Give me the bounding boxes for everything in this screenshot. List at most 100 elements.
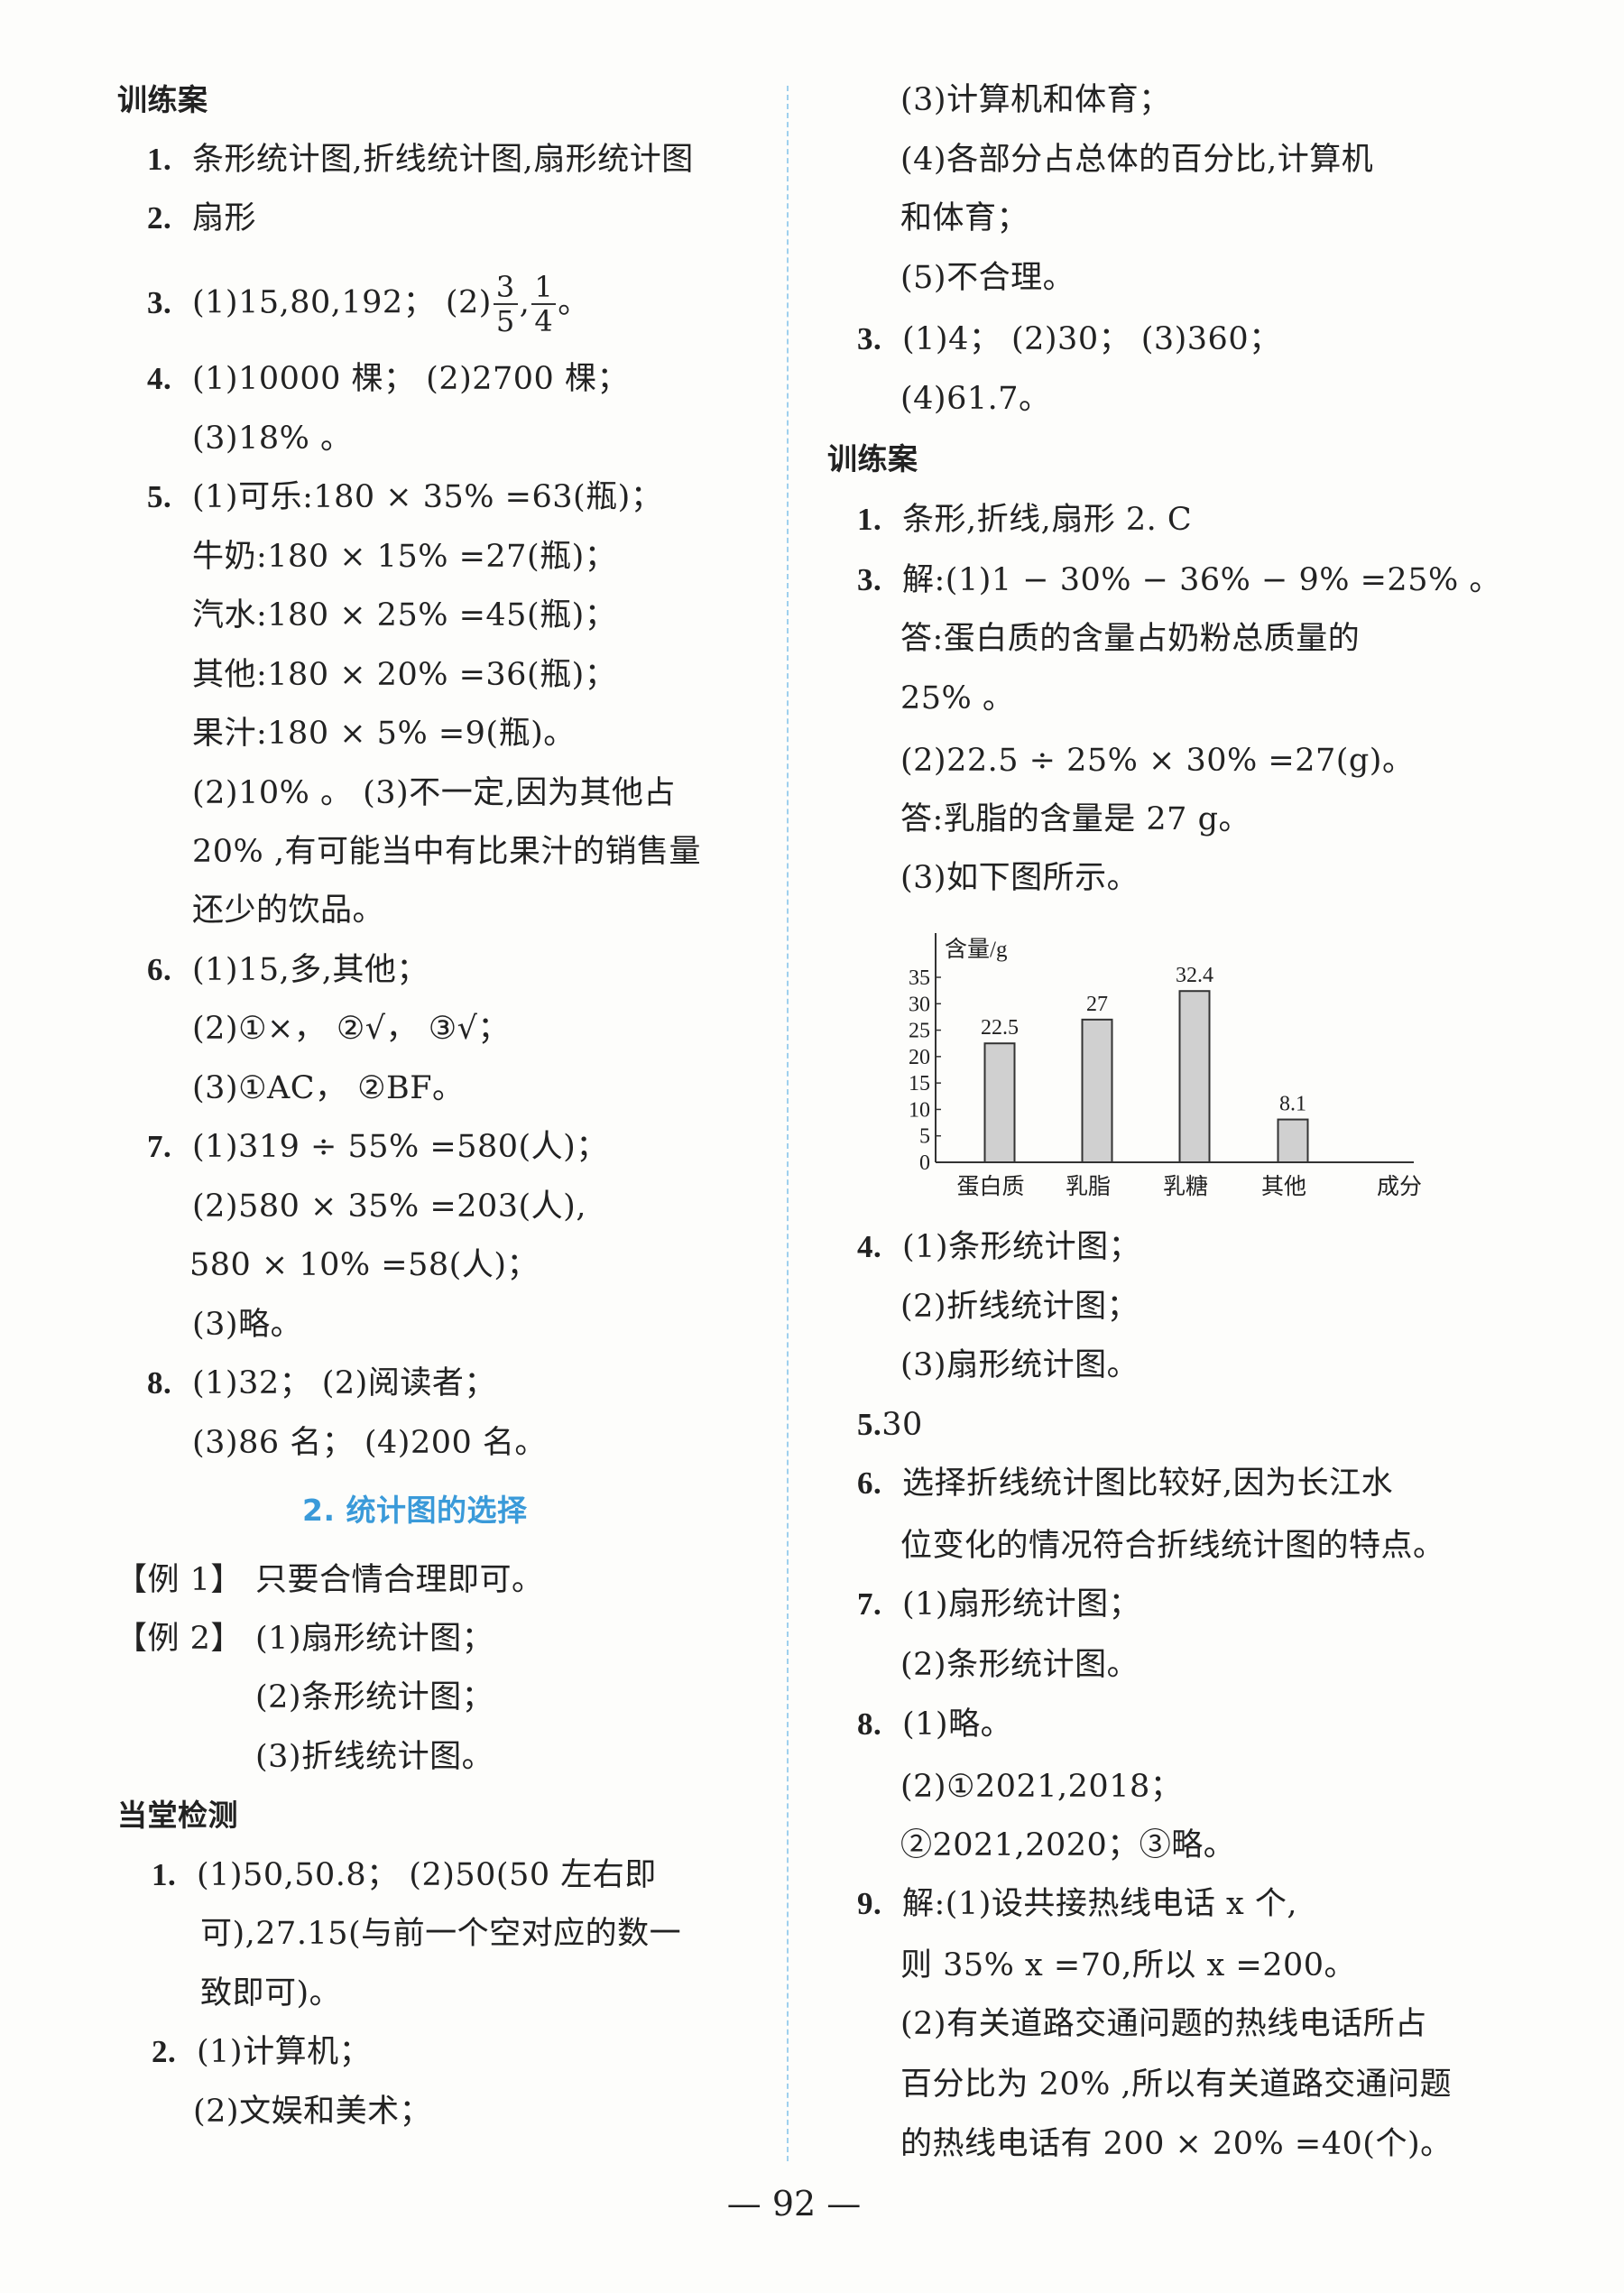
answer-item: 5.30 (857, 1402, 923, 1447)
item-number: 1. (152, 1857, 177, 1892)
answer-line: 百分比为 20% ,所以有关道路交通问题 (900, 2066, 1453, 2103)
answer-item: 3. (1)4； (2)30； (3)360； (857, 317, 1281, 362)
y-tick-label: 20 (909, 1046, 930, 1069)
answer-item: 3. 解:(1)1 − 30% − 36% − 9% =25% 。 (857, 558, 1501, 603)
answer-line: (4)61.7。 (900, 381, 1051, 417)
bar (1277, 1118, 1309, 1163)
item-number: 2. (152, 2034, 177, 2069)
example-label: 【例 2】 (115, 1621, 243, 1657)
item-text: 解:(1)1 − 30% − 36% − 9% =25% 。 (902, 562, 1501, 598)
answer-line: 位变化的情况符合折线统计图的特点。 (900, 1528, 1445, 1564)
answer-line: 果汁:180 × 5% =9(瓶)。 (192, 716, 576, 752)
answer-line: 则 35% x =70,所以 x =200。 (900, 1947, 1357, 1983)
answer-line: 其他:180 × 20% =36(瓶)； (192, 657, 617, 693)
answer-line: (2)条形统计图； (255, 1679, 494, 1715)
answer-item: 8. (1)32； (2)阅读者； (147, 1361, 496, 1406)
answer-item: 1. 条形,折线,扇形 2. C (857, 497, 1192, 542)
bar (1178, 990, 1211, 1163)
item-number: 3. (147, 284, 172, 320)
x-category-label: 乳脂 (1066, 1174, 1111, 1199)
answer-item: 7. (1)319 ÷ 55% =580(人)； (147, 1124, 608, 1170)
bar-value-label: 22.5 (981, 1016, 1019, 1040)
answer-line: (2)580 × 35% =203(人), (192, 1188, 586, 1225)
item-text: (1)15,80,192； (2) (192, 284, 492, 321)
example-text: (1)扇形统计图； (255, 1621, 494, 1657)
x-category-label: 其他 (1261, 1174, 1306, 1199)
denominator: 5 (495, 304, 515, 338)
item-number: 5. (857, 1407, 882, 1442)
item-number: 2. (147, 200, 172, 236)
answer-line: 可),27.15(与前一个空对应的数一 (200, 1916, 682, 1952)
section-title: 2. 统计图的选择 (302, 1493, 528, 1528)
answer-line: 的热线电话有 200 × 20% =40(个)。 (900, 2126, 1453, 2162)
answer-line: (4)各部分占总体的百分比,计算机 (900, 142, 1374, 178)
example-label: 【例 1】 (115, 1562, 243, 1598)
y-tick-label: 0 (919, 1151, 930, 1175)
answer-item: 1. (1)50,50.8； (2)50(50 左右即 (152, 1853, 657, 1898)
item-text: (1)50,50.8； (2)50(50 左右即 (197, 1857, 657, 1893)
answer-line: 答:乳脂的含量是 27 g。 (900, 801, 1250, 837)
answer-line: 答:蛋白质的含量占奶粉总质量的 (900, 621, 1361, 657)
answer-line: (2)文娱和美术； (193, 2094, 432, 2130)
y-tick-label: 30 (909, 993, 930, 1016)
column-divider (787, 86, 789, 2161)
answer-line: 580 × 10% =58(人)； (189, 1247, 539, 1283)
item-text: 扇形 (192, 200, 257, 236)
item-text: (1)10000 棵； (2)2700 棵； (192, 361, 629, 397)
bar (1081, 1018, 1113, 1164)
item-number: 6. (147, 952, 172, 987)
example-text: 只要合情合理即可。 (255, 1562, 544, 1598)
answer-line: 还少的饮品。 (192, 892, 385, 929)
item-number: 9. (857, 1886, 882, 1921)
denominator: 4 (534, 304, 554, 338)
answer-line: (2)条形统计图。 (900, 1647, 1140, 1683)
item-number: 3. (857, 321, 882, 356)
answer-item: 1. 条形统计图,折线统计图,扇形统计图 (147, 137, 694, 182)
y-axis-label: 含量/g (945, 937, 1008, 962)
x-category-label: 蛋白质 (956, 1174, 1024, 1199)
y-tick-label: 15 (909, 1072, 930, 1096)
item-number: 7. (147, 1129, 172, 1164)
answer-line: 牛奶:180 × 15% =27(瓶)； (192, 539, 617, 575)
item-number: 7. (857, 1586, 882, 1622)
heading-class-test: 当堂检测 (117, 1798, 238, 1833)
item-text: 解:(1)设共接热线电话 x 个, (902, 1886, 1297, 1922)
example-item: 【例 1】 只要合情合理即可。 (115, 1558, 544, 1603)
item-number: 4. (857, 1229, 882, 1264)
item-text: 条形,折线,扇形 2. C (902, 502, 1193, 538)
answer-line: (3)18% 。 (192, 421, 353, 457)
answer-line: (3)折线统计图。 (255, 1739, 494, 1775)
heading-training: 训练案 (117, 82, 208, 117)
item-number: 8. (147, 1365, 172, 1401)
example-item: 【例 2】 (1)扇形统计图； (115, 1616, 494, 1661)
answer-line: (2)折线统计图； (900, 1289, 1140, 1325)
answer-line: (2)10% 。 (3)不一定,因为其他占 (192, 775, 676, 811)
x-axis-label: 成分 (1377, 1174, 1422, 1199)
answer-line: (2)①2021,2018； (900, 1769, 1183, 1805)
item-number: 5. (147, 479, 172, 514)
item-text: (1)32； (2)阅读者； (192, 1365, 496, 1401)
item-text: (1)可乐:180 × 35% =63(瓶)； (192, 479, 663, 515)
answer-line: ②2021,2020；③略。 (900, 1827, 1236, 1863)
period: 。 (558, 284, 590, 321)
answer-line: 25% 。 (900, 680, 1015, 717)
bar (983, 1042, 1016, 1163)
item-text: (1)319 ÷ 55% =580(人)； (192, 1129, 608, 1165)
answer-item: 4. (1)10000 棵； (2)2700 棵； (147, 356, 629, 402)
answer-item: 2. (1)计算机； (152, 2029, 371, 2075)
answer-line: 和体育； (900, 200, 1029, 236)
answer-line: (3)86 名； (4)200 名。 (192, 1425, 547, 1461)
item-number: 8. (857, 1706, 882, 1742)
numerator: 1 (531, 271, 557, 305)
answer-item: 3. (1)15,80,192； (2) 3 5, 1 4。 (147, 271, 590, 338)
answer-line: (2)22.5 ÷ 25% × 30% =27(g)。 (900, 743, 1415, 779)
item-text: (1)4； (2)30； (3)360； (902, 321, 1281, 357)
y-tick-label: 10 (909, 1098, 930, 1122)
answer-line: (2)①×， ②√， ③√； (192, 1011, 510, 1047)
answer-item: 4. (1)条形统计图； (857, 1225, 1140, 1270)
x-category-label: 乳糖 (1163, 1174, 1208, 1199)
page-number: — 92 — (726, 2184, 862, 2224)
answer-line: (5)不合理。 (900, 260, 1075, 296)
